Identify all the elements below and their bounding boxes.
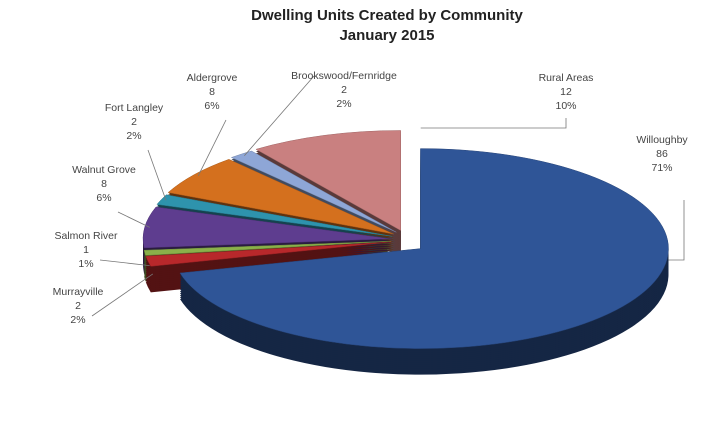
slice-percent: 10% <box>555 100 576 112</box>
slice <box>143 240 392 256</box>
slice-label: Murrayville <box>53 286 104 298</box>
slice-side <box>145 249 392 275</box>
slice <box>255 130 401 231</box>
slice-side <box>145 243 392 269</box>
slice-percent: 2% <box>126 130 141 142</box>
chart-title: Dwelling Units Created by Community <box>251 7 523 24</box>
leader-line <box>197 119 227 177</box>
slice-label: Willoughby <box>636 134 688 146</box>
slice <box>230 150 397 233</box>
leader-line <box>244 75 315 156</box>
slice-label: Aldergrove <box>187 72 238 84</box>
slice-percent: 1% <box>78 258 93 270</box>
slice <box>179 148 669 349</box>
slice-label: Salmon River <box>54 230 118 242</box>
slice <box>167 159 394 235</box>
slice-percent: 6% <box>204 100 219 112</box>
slice-side <box>145 245 392 271</box>
slice-value: 12 <box>560 86 572 98</box>
slice-value: 8 <box>209 86 215 98</box>
slice-percent: 2% <box>336 98 351 110</box>
slice-label: Brookswood/Fernridge <box>291 70 397 82</box>
slice-label: Walnut Grove <box>72 164 136 176</box>
slice-side <box>145 247 392 273</box>
leader-line <box>147 149 167 201</box>
slice <box>145 241 392 267</box>
slice-value: 2 <box>131 116 137 128</box>
slice-percent: 2% <box>70 314 85 326</box>
leader-line <box>91 273 154 317</box>
leader-line <box>117 211 150 228</box>
leader-line <box>420 118 567 129</box>
slice-value: 8 <box>101 178 107 190</box>
slice-value: 2 <box>341 84 347 96</box>
leader-line <box>99 259 150 266</box>
chart-subtitle: January 2015 <box>339 27 434 44</box>
slice-percent: 6% <box>96 192 111 204</box>
slice-value: 2 <box>75 300 81 312</box>
slice-label: Fort Langley <box>105 102 164 114</box>
slice-label: Rural Areas <box>539 72 594 84</box>
slice-percent: 71% <box>651 162 672 174</box>
slice-value: 86 <box>656 148 668 160</box>
slice <box>142 206 392 249</box>
slice <box>156 194 393 237</box>
slice-value: 1 <box>83 244 89 256</box>
leader-line <box>668 200 685 261</box>
